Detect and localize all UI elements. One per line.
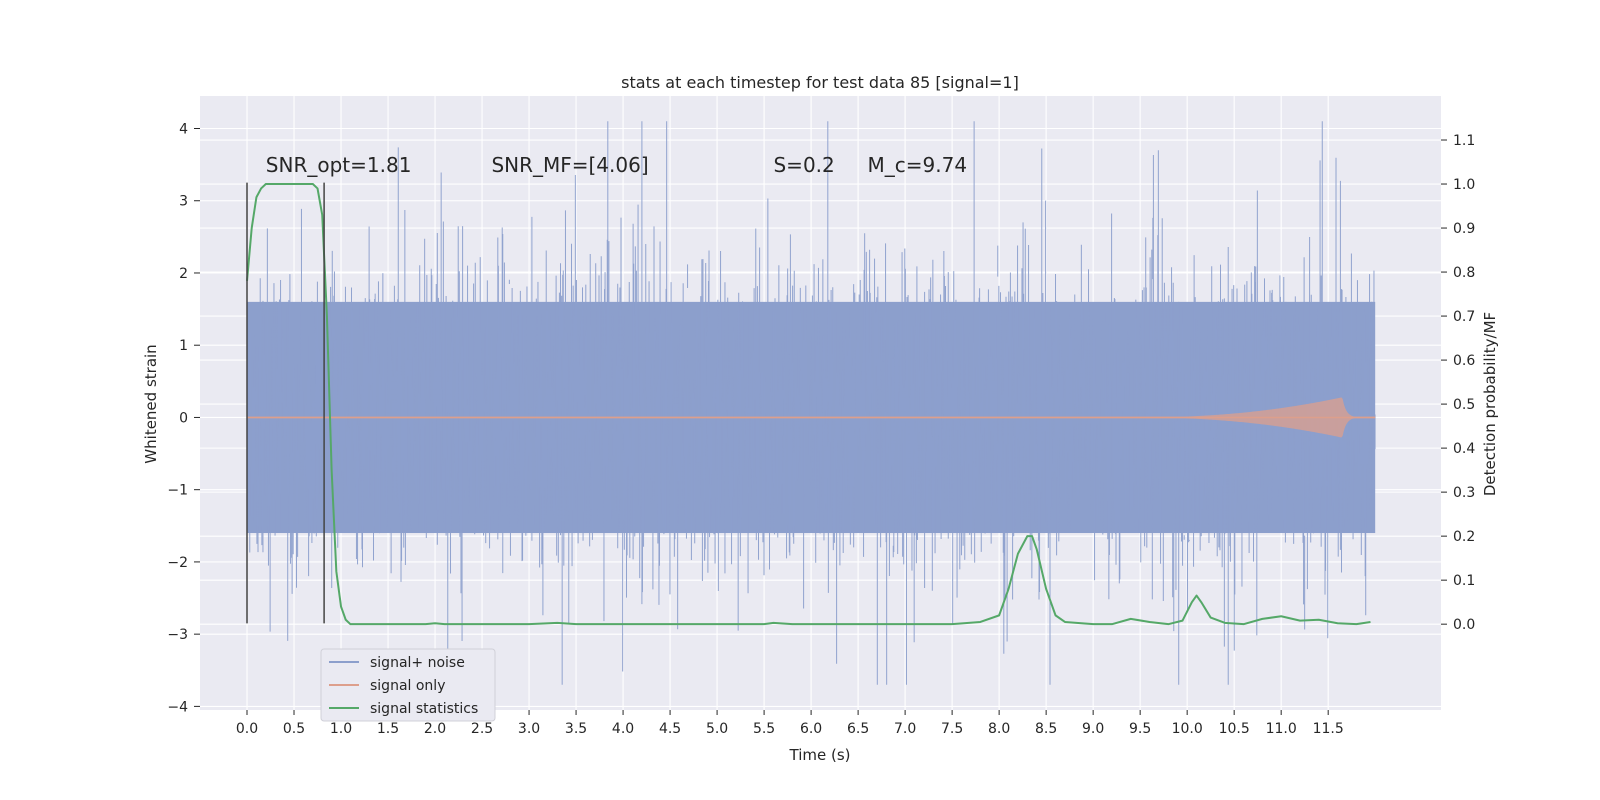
y2-tick-label: 1.1 <box>1453 133 1475 149</box>
chart-title: stats at each timestep for test data 85 … <box>621 73 1019 92</box>
x-tick-label: 5.5 <box>753 721 775 737</box>
annotations: SNR_opt=1.81 SNR_MF=[4.06] S=0.2 M_c=9.74 <box>266 153 967 177</box>
y2-tick-label: 0.2 <box>1453 529 1475 545</box>
x-axis-label: Time (s) <box>789 746 851 764</box>
legend-box <box>320 648 496 722</box>
legend-label-signal-only: signal only <box>370 678 445 694</box>
y-tick-label: 2 <box>179 266 188 282</box>
y-tick-label: −2 <box>167 555 188 571</box>
x-tick-label: 7.5 <box>941 721 963 737</box>
y2-tick-label: 0.9 <box>1453 221 1475 237</box>
x-tick-label: 8.0 <box>988 721 1010 737</box>
y2-tick-label: 0.1 <box>1453 573 1475 589</box>
x-tick-label: 5.0 <box>706 721 728 737</box>
x-tick-label: 4.0 <box>612 721 634 737</box>
y-axis-ticks: −4 −3 −2 −1 0 1 2 3 4 <box>167 122 200 715</box>
y2-tick-label: 0.4 <box>1453 441 1475 457</box>
annotation-2: S=0.2 <box>773 153 834 177</box>
y2-tick-label: 0.0 <box>1453 617 1475 633</box>
legend: signal+ noise signal only signal statist… <box>320 648 496 722</box>
legend-label-signal-plus-noise: signal+ noise <box>370 655 465 671</box>
x-tick-label: 3.5 <box>565 721 587 737</box>
y2-tick-label: 0.6 <box>1453 353 1475 369</box>
x-tick-label: 10.5 <box>1219 721 1250 737</box>
series-signal-statistics <box>246 183 1371 626</box>
x-tick-label: 0.0 <box>236 721 258 737</box>
y2-tick-label: 1.0 <box>1453 177 1475 193</box>
x-tick-label: 6.5 <box>847 721 869 737</box>
statistics-line <box>246 183 1371 626</box>
y-tick-label: −1 <box>167 483 188 499</box>
x-tick-label: 2.5 <box>471 721 493 737</box>
y-tick-label: −4 <box>167 699 188 715</box>
y-tick-label: 3 <box>179 194 188 210</box>
annotation-3: M_c=9.74 <box>868 153 968 177</box>
x-tick-label: 2.0 <box>424 721 446 737</box>
x-tick-label: 8.5 <box>1035 721 1057 737</box>
x-tick-label: 10.0 <box>1172 721 1203 737</box>
series-signal-only <box>247 397 1376 438</box>
x-tick-label: 0.5 <box>283 721 305 737</box>
y2-tick-label: 0.8 <box>1453 265 1475 281</box>
event-markers <box>246 182 325 624</box>
x-tick-label: 9.0 <box>1082 721 1104 737</box>
annotation-1: SNR_MF=[4.06] <box>491 153 648 177</box>
x-tick-label: 4.5 <box>659 721 681 737</box>
y2-tick-label: 0.3 <box>1453 485 1475 501</box>
x-tick-label: 1.5 <box>377 721 399 737</box>
x-tick-label: 3.0 <box>518 721 540 737</box>
x-tick-label: 11.0 <box>1266 721 1297 737</box>
x-tick-label: 7.0 <box>894 721 916 737</box>
x-tick-label: 11.5 <box>1313 721 1344 737</box>
x-tick-label: 6.0 <box>800 721 822 737</box>
y2-axis-label: Detection probability/MF <box>1481 312 1499 496</box>
x-tick-label: 1.0 <box>330 721 352 737</box>
y-axis-label: Whitened strain <box>142 344 160 463</box>
y2-tick-label: 0.7 <box>1453 309 1475 325</box>
x-tick-label: 9.5 <box>1129 721 1151 737</box>
y-tick-label: 0 <box>179 410 188 426</box>
y2-axis-ticks: 0.0 0.1 0.2 0.3 0.4 0.5 0.6 0.7 0.8 0.9 1.0 1.1 <box>1441 133 1475 633</box>
y-tick-label: 1 <box>179 338 188 354</box>
y-tick-label: 4 <box>179 122 188 138</box>
y2-tick-label: 0.5 <box>1453 397 1475 413</box>
annotation-0: SNR_opt=1.81 <box>266 153 412 177</box>
legend-label-signal-statistics: signal statistics <box>370 701 478 717</box>
y-tick-label: −3 <box>167 627 188 643</box>
x-axis-ticks: 0.0 0.5 1.0 1.5 2.0 2.5 3.0 3.5 4.0 4.5 5.0 5.5 6.0 6… <box>236 710 1344 737</box>
